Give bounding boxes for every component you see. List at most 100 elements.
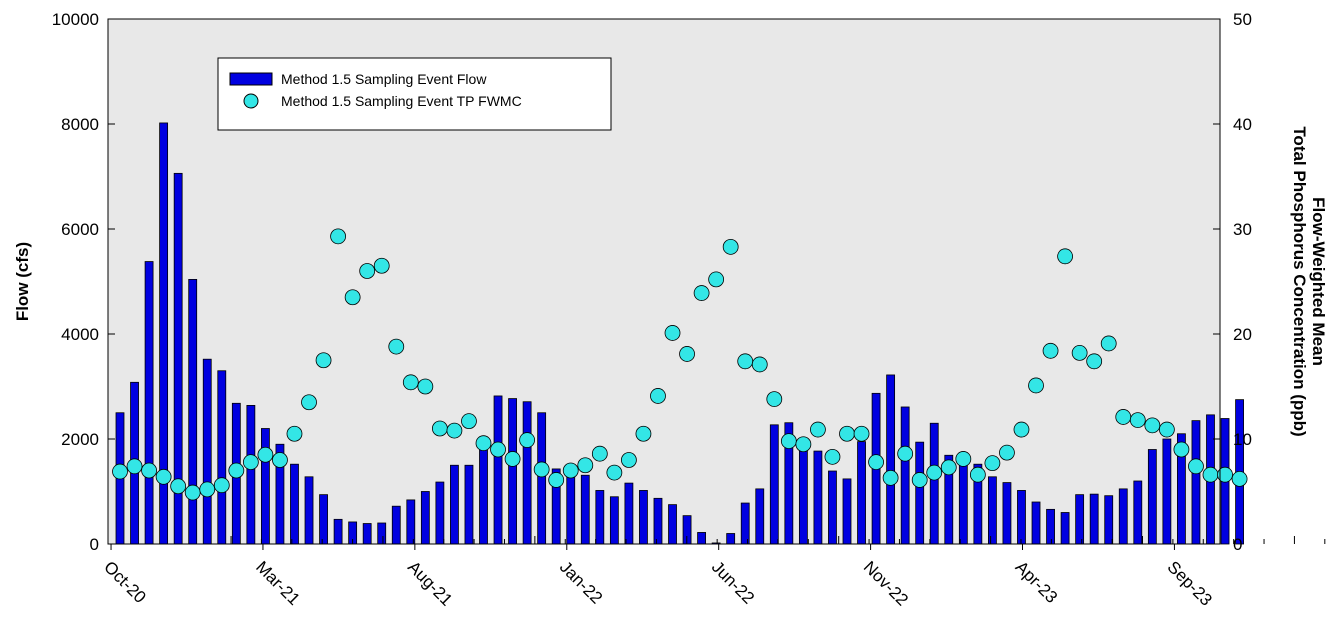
flow-bar	[406, 499, 416, 545]
tp-point	[1158, 421, 1175, 438]
x-tick-label: Jun-22	[708, 557, 758, 607]
flow-bar	[769, 424, 779, 545]
flow-bar	[915, 441, 925, 545]
y2-tick-label: 30	[1233, 220, 1252, 239]
flow-bar	[217, 370, 227, 545]
tp-point	[344, 289, 361, 306]
tp-point	[1144, 417, 1161, 434]
tp-point	[1042, 342, 1059, 359]
legend-bar-swatch	[229, 72, 273, 86]
flow-bar	[653, 497, 663, 545]
tp-point	[213, 477, 230, 494]
tp-point	[170, 478, 187, 495]
tp-point	[621, 452, 637, 468]
tp-point	[795, 436, 812, 453]
flow-bar	[1104, 495, 1114, 545]
tp-point	[272, 452, 288, 468]
tp-point	[1129, 412, 1146, 429]
flow-bar	[377, 522, 387, 545]
legend-label-tp: Method 1.5 Sampling Event TP FWMC	[281, 93, 522, 109]
tp-point	[373, 257, 390, 274]
tp-point	[606, 464, 623, 481]
flow-bar	[929, 422, 939, 545]
flow-bar	[580, 474, 590, 545]
tp-point	[1028, 377, 1044, 394]
tp-point	[911, 472, 928, 488]
tp-point	[984, 455, 1001, 472]
flow-bar	[1147, 449, 1157, 545]
tp-points	[112, 228, 1248, 501]
flow-bar	[1075, 494, 1085, 545]
tp-point	[461, 413, 477, 430]
flow-bar	[420, 491, 430, 545]
tp-point	[650, 388, 666, 404]
tp-point	[519, 432, 536, 448]
tp-point	[635, 425, 652, 442]
tp-point	[417, 378, 434, 395]
flow-bar	[333, 518, 343, 545]
tp-point	[577, 457, 594, 474]
y2-axis-title-line2: Total Phosphorus Concentration (ppb)	[1290, 126, 1309, 436]
tp-point	[1013, 421, 1030, 438]
flow-bar	[857, 441, 866, 545]
y2-tick-label: 50	[1233, 10, 1252, 29]
flow-bar	[1133, 480, 1143, 545]
tp-point	[1057, 248, 1073, 265]
x-tick-label: Mar-21	[252, 557, 304, 609]
tp-point	[708, 271, 725, 288]
tp-point	[969, 466, 986, 483]
tp-point	[664, 325, 681, 341]
legend: Method 1.5 Sampling Event Flow Method 1.…	[217, 57, 612, 131]
flow-bar	[1118, 488, 1128, 545]
tp-point	[228, 462, 245, 479]
flow-bar	[726, 533, 736, 545]
y2-tick-label: 20	[1233, 325, 1252, 344]
tp-point	[940, 459, 957, 476]
y2-tick-label: 40	[1233, 115, 1252, 134]
y-axis-title: Flow (cfs)	[13, 242, 32, 321]
right-axis: 0 10 20 30 40 50	[1213, 10, 1252, 554]
tp-point	[112, 463, 128, 480]
tp-point	[737, 353, 754, 370]
y-tick-label: 8000	[61, 115, 99, 134]
tp-point	[897, 445, 914, 462]
x-axis: Oct-20 Mar-21 Aug-21 Jan-22 Jun-22 Nov-22 Apr-…	[100, 536, 1326, 610]
tp-point	[1231, 470, 1248, 487]
tp-point	[330, 228, 347, 245]
tp-point	[679, 346, 695, 362]
tp-point	[431, 420, 448, 437]
tp-point	[184, 484, 201, 501]
flow-bar	[886, 374, 896, 545]
flow-bar	[798, 448, 808, 545]
legend-box	[217, 57, 612, 131]
flow-bar	[624, 482, 634, 545]
flow-bar	[595, 490, 605, 545]
flow-bar	[1060, 512, 1070, 545]
flow-bar	[493, 395, 503, 545]
tp-point	[1188, 458, 1204, 475]
flow-bar	[479, 446, 488, 545]
tp-point	[490, 441, 506, 458]
tp-point	[199, 481, 216, 498]
flow-bar	[1089, 493, 1099, 545]
x-tick-label: Aug-21	[404, 557, 456, 609]
flow-bar	[391, 505, 401, 545]
flow-bar	[988, 476, 997, 545]
x-tick-label: Jan-22	[556, 557, 606, 607]
flow-bar	[1046, 508, 1055, 545]
tp-point	[839, 425, 855, 442]
tp-point	[780, 433, 797, 450]
flow-bar	[1031, 501, 1041, 545]
flow-bar	[246, 404, 256, 545]
tp-point	[504, 451, 521, 467]
flow-bar	[537, 412, 547, 545]
flow-bar	[609, 496, 619, 545]
flow-bar	[668, 504, 677, 545]
tp-point	[359, 263, 376, 279]
flow-bar	[522, 401, 532, 545]
flow-bar	[319, 494, 328, 545]
tp-point	[1071, 344, 1088, 361]
tp-point	[1173, 441, 1190, 458]
tp-point	[548, 472, 565, 488]
tp-point	[693, 285, 710, 301]
